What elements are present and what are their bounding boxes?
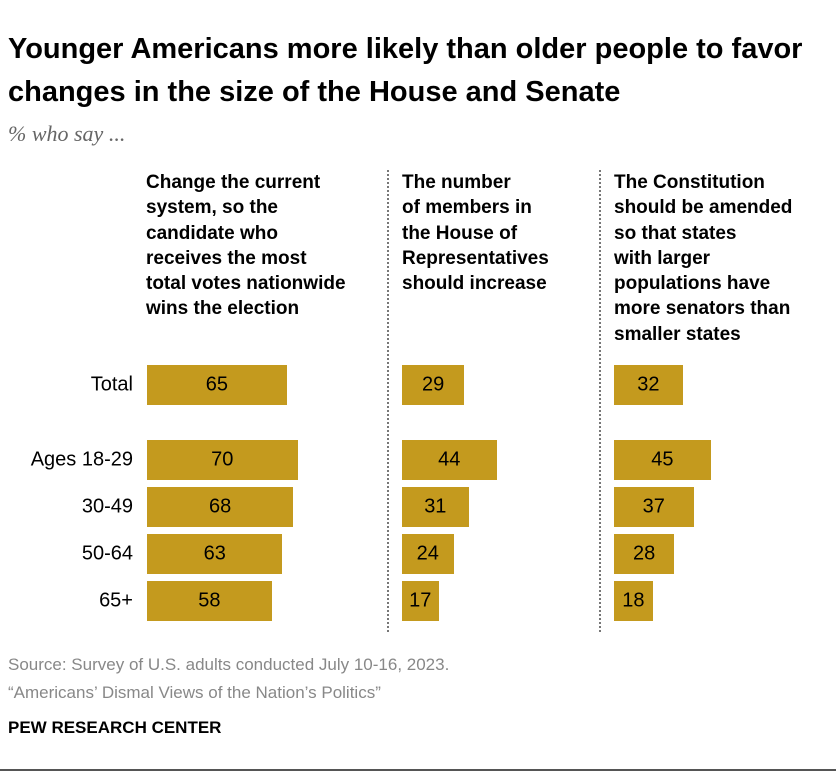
- data-label: 18: [622, 589, 645, 612]
- bar: [402, 440, 497, 480]
- bar: [147, 440, 298, 480]
- bar: [614, 487, 694, 527]
- brand-logo: PEW RESEARCH CENTER: [8, 718, 222, 737]
- data-label: 70: [211, 448, 234, 471]
- bar: [614, 365, 683, 405]
- bar: [147, 581, 272, 621]
- row-label: 65+: [99, 589, 133, 612]
- chart-title: Younger Americans more likely than older…: [8, 33, 803, 108]
- data-label: 32: [637, 373, 660, 396]
- panel-header-1: Change the current system, so the candid…: [146, 172, 346, 320]
- row-label: 50-64: [81, 542, 133, 565]
- data-label: 45: [651, 448, 674, 471]
- data-label: 58: [198, 589, 221, 612]
- bar: [614, 534, 675, 574]
- data-label: 31: [424, 495, 447, 518]
- data-label: 68: [208, 495, 232, 518]
- data-label: 29: [422, 373, 445, 396]
- panel-divider: [599, 170, 601, 632]
- bar: [614, 581, 653, 621]
- data-label: 44: [438, 448, 461, 471]
- panel-header-3: The Constitution should be amended so th…: [614, 172, 793, 345]
- bottom-rule: [0, 769, 836, 771]
- report-title: “Americans’ Dismal Views of the Nation’s…: [8, 683, 381, 702]
- bar: [402, 581, 439, 621]
- bar: [147, 365, 287, 405]
- data-label: 24: [416, 542, 439, 565]
- row-label: Ages 18-29: [30, 448, 133, 471]
- panel-header-2: The number of members in the House of Re…: [402, 172, 549, 295]
- data-label: 17: [409, 589, 432, 612]
- bar: [147, 534, 283, 574]
- data-label: 28: [632, 542, 656, 565]
- bar: [402, 487, 469, 527]
- panel-divider: [387, 170, 389, 632]
- bar: [614, 440, 711, 480]
- chart-subtitle: % who say ...: [8, 121, 126, 146]
- row-label: Total: [90, 373, 133, 396]
- bar: [147, 487, 294, 527]
- row-label: 30-49: [81, 495, 133, 518]
- data-label: 63: [203, 542, 226, 565]
- bar: [402, 534, 454, 574]
- source-note: Source: Survey of U.S. adults conducted …: [8, 651, 449, 707]
- data-label: 65: [205, 373, 228, 396]
- source-text: Source: Survey of U.S. adults conducted …: [8, 655, 450, 674]
- bar: [402, 365, 465, 405]
- data-label: 37: [642, 495, 665, 518]
